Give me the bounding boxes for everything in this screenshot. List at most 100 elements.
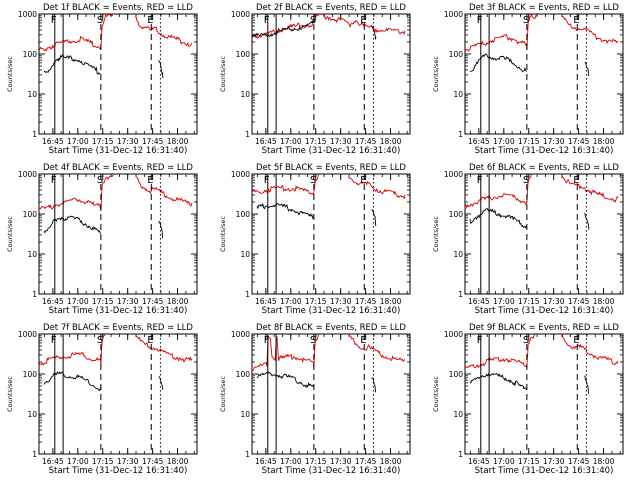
x-axis-label: Start Time (31-Dec-12 16:31:40) [49, 466, 188, 476]
x-tick-label: 18:00 [380, 457, 402, 466]
marker-label: F [477, 15, 483, 26]
x-tick-label: 17:30 [330, 457, 352, 466]
x-tick-label: 16:45 [42, 457, 64, 466]
x-tick-label: 18:00 [167, 297, 189, 306]
events-series-line [158, 220, 164, 239]
marker-label: F [51, 335, 57, 346]
chart-title: Det 9f BLACK = Events, RED = LLD [469, 323, 619, 333]
x-axis-label: Start Time (31-Dec-12 16:31:40) [262, 466, 401, 476]
events-series-line [256, 371, 314, 389]
events-series-line [158, 376, 164, 390]
series-group [252, 174, 406, 227]
y-tick-label: 1 [245, 450, 250, 459]
marker-label: S [523, 175, 529, 186]
y-tick-label: 1 [245, 290, 250, 299]
chart-panel-8: Det 8f BLACK = Events, RED = LLD 1 10 100 10… [219, 323, 411, 476]
lld-series-line [561, 334, 619, 365]
series-group [465, 14, 619, 77]
y-tick-label: 1 [245, 130, 250, 139]
x-axis-label: Start Time (31-Dec-12 16:31:40) [262, 146, 401, 156]
x-tick-label: 17:30 [330, 137, 352, 146]
y-tick-label: 1000 [444, 10, 463, 19]
x-tick-label: 17:15 [92, 137, 114, 146]
x-tick-label: 17:15 [305, 457, 327, 466]
plot-frame [464, 333, 624, 455]
x-tick-label: 16:45 [468, 137, 490, 146]
y-tick-label: 1 [32, 290, 37, 299]
marker-label: E [360, 15, 366, 26]
y-tick-label: 1 [32, 450, 37, 459]
plot-frame [464, 173, 624, 295]
x-tick-label: 16:45 [468, 457, 490, 466]
lld-series-line [135, 174, 193, 207]
x-tick-label: 17:45 [568, 457, 590, 466]
plot-frame [38, 333, 198, 455]
x-tick-label: 17:00 [493, 297, 515, 306]
y-tick-label: 10 [27, 90, 37, 99]
x-tick-label: 18:00 [167, 457, 189, 466]
plot-frame [38, 13, 198, 135]
chart-title: Det 5f BLACK = Events, RED = LLD [256, 163, 406, 173]
series-group [465, 334, 619, 395]
events-series-line [252, 17, 315, 38]
series-group [39, 174, 193, 239]
x-tick-label: 17:45 [568, 137, 590, 146]
y-tick-label: 10 [240, 90, 250, 99]
events-series-line [256, 202, 314, 220]
chart-title: Det 3f BLACK = Events, RED = LLD [469, 3, 619, 13]
x-tick-label: 17:30 [117, 137, 139, 146]
y-tick-label: 1000 [444, 170, 463, 179]
marker-label: E [573, 175, 579, 186]
y-tick-label: 100 [23, 210, 38, 219]
x-tick-label: 17:30 [117, 457, 139, 466]
chart-title: Det 6f BLACK = Events, RED = LLD [469, 163, 619, 173]
y-tick-label: 1 [458, 450, 463, 459]
x-axis-label: Start Time (31-Dec-12 16:31:40) [49, 306, 188, 316]
x-tick-label: 17:15 [518, 137, 540, 146]
plot-frame [251, 173, 411, 295]
marker-label: S [523, 15, 529, 26]
x-axis-label: Start Time (31-Dec-12 16:31:40) [262, 306, 401, 316]
chart-title: Det 7f BLACK = Events, RED = LLD [43, 323, 193, 333]
x-tick-label: 17:15 [518, 297, 540, 306]
x-tick-label: 17:00 [67, 297, 89, 306]
chart-panel-3: Det 3f BLACK = Events, RED = LLD 1 10 100 10… [432, 3, 624, 156]
y-tick-label: 1 [458, 130, 463, 139]
x-tick-label: 17:45 [568, 297, 590, 306]
events-series-line [584, 212, 590, 230]
x-tick-label: 17:00 [280, 457, 302, 466]
x-axis-label: Start Time (31-Dec-12 16:31:40) [475, 466, 614, 476]
x-axis-label: Start Time (31-Dec-12 16:31:40) [475, 146, 614, 156]
x-tick-label: 17:30 [543, 457, 565, 466]
lld-series-line [39, 14, 114, 52]
y-axis-label: Counts/sec [219, 376, 227, 412]
y-tick-label: 1 [458, 290, 463, 299]
plot-frame [251, 333, 411, 455]
x-tick-label: 17:15 [92, 457, 114, 466]
lld-series-line [561, 175, 619, 203]
x-tick-label: 17:00 [67, 137, 89, 146]
y-axis-label: Counts/sec [432, 216, 440, 252]
lld-series-line [135, 15, 193, 47]
series-group [39, 14, 193, 79]
x-tick-label: 18:00 [593, 297, 615, 306]
x-tick-label: 17:00 [280, 137, 302, 146]
x-tick-label: 17:45 [142, 297, 164, 306]
x-tick-label: 17:15 [305, 137, 327, 146]
lld-series-line [252, 334, 319, 372]
chart-title: Det 8f BLACK = Events, RED = LLD [256, 323, 406, 333]
x-tick-label: 17:00 [493, 457, 515, 466]
x-tick-label: 17:15 [92, 297, 114, 306]
y-tick-label: 1000 [18, 330, 37, 339]
lld-series-line [135, 334, 193, 363]
y-tick-label: 10 [27, 410, 37, 419]
x-tick-label: 18:00 [593, 137, 615, 146]
series-group [39, 334, 193, 392]
x-tick-label: 17:15 [518, 457, 540, 466]
marker-label: F [51, 175, 57, 186]
y-axis-label: Counts/sec [219, 56, 227, 92]
marker-label: E [360, 335, 366, 346]
events-series-line [371, 377, 377, 393]
y-tick-label: 1000 [231, 330, 250, 339]
